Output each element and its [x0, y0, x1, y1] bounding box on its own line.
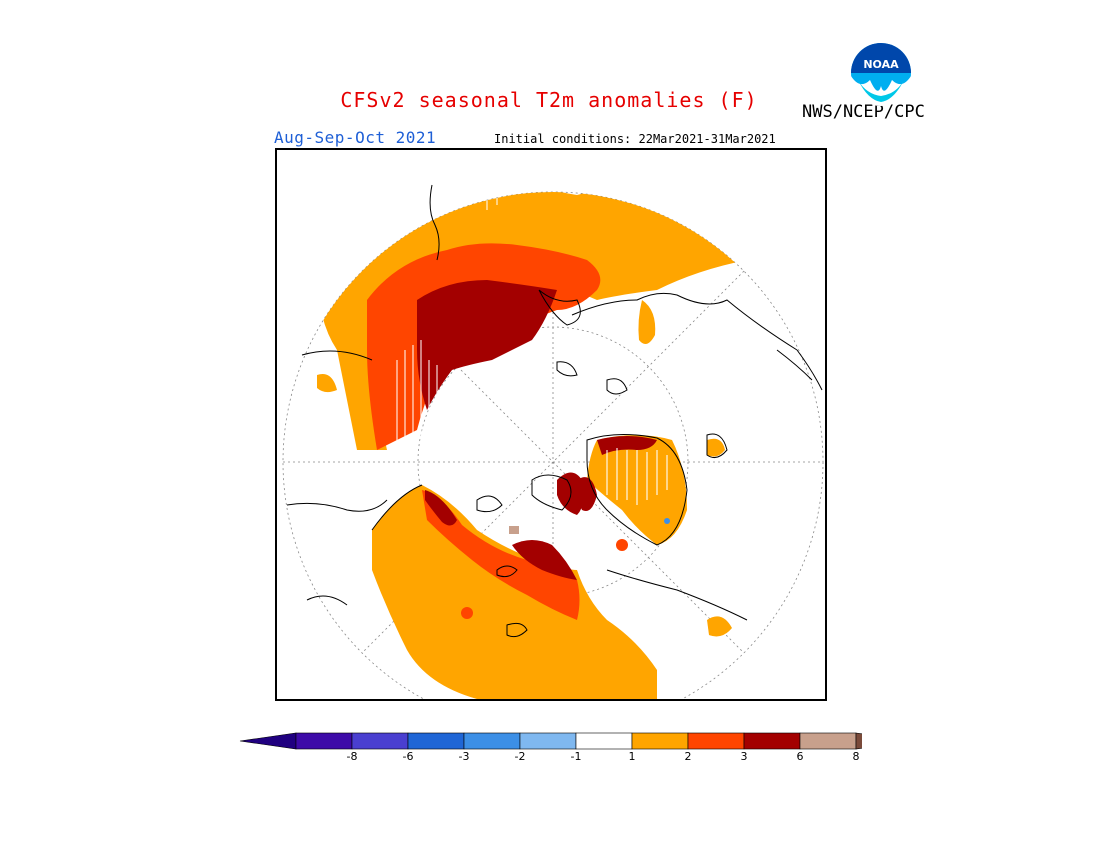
anomaly-spot-blue [664, 518, 670, 524]
colorbar-cell [519, 732, 577, 750]
colorbar-tick-label: -6 [402, 750, 414, 763]
colorbar-cell [295, 732, 353, 750]
colorbar-cell [575, 732, 633, 750]
colorbar-tick-label: 3 [740, 750, 748, 763]
anomaly-region-asia-orange [317, 192, 752, 450]
anomaly-region-asia-darkred [417, 280, 557, 410]
colorbar-cell [463, 732, 521, 750]
hatching-greenland [606, 448, 668, 505]
chart-title: CFSv2 seasonal T2m anomalies (F) [340, 88, 758, 112]
initial-conditions-label: Initial conditions: 22Mar2021-31Mar2021 [494, 132, 776, 146]
colorbar-tick-label: -1 [570, 750, 582, 763]
anomaly-spot-2 [616, 539, 628, 551]
colorbar-cell [799, 732, 857, 750]
colorbar-cell [631, 732, 689, 750]
colorbar-tick-label: -2 [514, 750, 526, 763]
polar-map [282, 184, 824, 699]
colorbar-tick-label: 2 [684, 750, 692, 763]
anomaly-region-archipelago-darkred [512, 540, 577, 580]
anomaly-spot-3 [707, 616, 732, 637]
hatching-asia [396, 192, 498, 460]
colorbar-tick-label: 6 [796, 750, 804, 763]
coastlines [286, 184, 823, 638]
agency-label: NWS/NCEP/CPC [802, 102, 925, 122]
anomaly-region-baffin-darkred [576, 477, 597, 511]
anomaly-region-north-america-darkred [425, 490, 457, 526]
colorbar-tick-label: -8 [346, 750, 358, 763]
logo-text: NOAA [863, 58, 899, 71]
colorbar-tick-label: -3 [458, 750, 470, 763]
anomaly-spot-1 [461, 607, 473, 619]
map-panel [275, 148, 827, 701]
anomaly-region-north-america-red [422, 490, 580, 620]
anomaly-region-europe-orange [638, 300, 656, 344]
colorbar [239, 732, 862, 750]
colorbar-cell [743, 732, 801, 750]
season-label: Aug-Sep-Oct 2021 [274, 128, 437, 147]
colorbar-over-arrow [855, 732, 862, 750]
anomaly-spot-4 [317, 374, 337, 393]
colorbar-tick-label: 1 [628, 750, 636, 763]
colorbar-under-arrow [239, 732, 297, 750]
anomaly-spot-brown [509, 526, 519, 534]
noaa-logo-icon: NOAA [849, 41, 913, 106]
colorbar-cell [407, 732, 465, 750]
colorbar-cell [687, 732, 745, 750]
anomaly-region-north-america-orange [372, 485, 657, 699]
anomaly-region-iceland-orange [707, 438, 725, 457]
colorbar-tick-label: 8 [852, 750, 860, 763]
colorbar-cell [351, 732, 409, 750]
anomaly-region-greenland-darkred [597, 436, 657, 455]
